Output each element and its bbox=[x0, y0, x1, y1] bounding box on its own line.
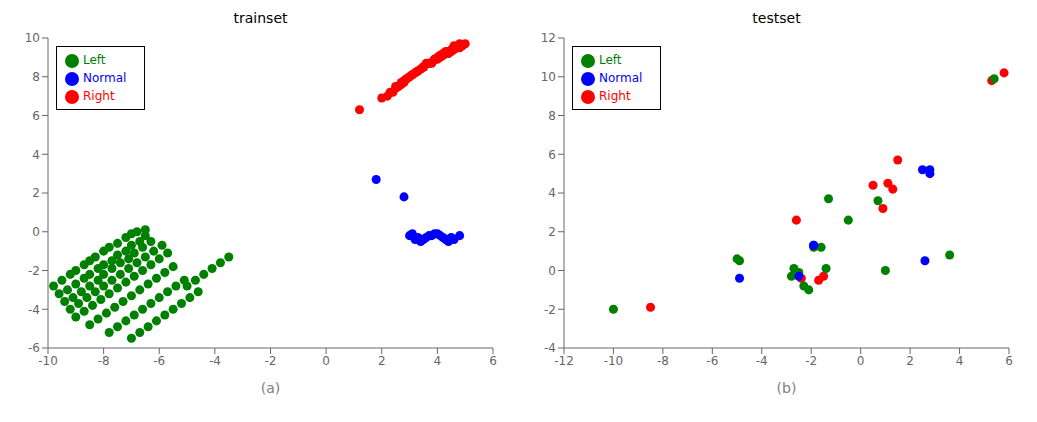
html-text:Left: Left bbox=[83, 53, 106, 67]
svg-text:-4: -4 bbox=[544, 341, 556, 355]
svg-text:-2: -2 bbox=[265, 354, 277, 368]
svg-text:4: 4 bbox=[434, 354, 442, 368]
html-text:Right: Right bbox=[83, 89, 115, 103]
svg-text:12: 12 bbox=[541, 31, 556, 45]
svg-text:4: 4 bbox=[32, 148, 40, 162]
svg-text:-8: -8 bbox=[657, 354, 669, 368]
svg-text:4: 4 bbox=[956, 354, 964, 368]
svg-text:-2: -2 bbox=[544, 303, 556, 317]
html-text:Normal: Normal bbox=[599, 71, 643, 85]
svg-text:6: 6 bbox=[548, 148, 556, 162]
svg-text:-6: -6 bbox=[28, 341, 40, 355]
svg-text:2: 2 bbox=[548, 225, 556, 239]
svg-text:4: 4 bbox=[548, 186, 556, 200]
svg-text:2: 2 bbox=[32, 186, 40, 200]
svg-text:8: 8 bbox=[32, 70, 40, 84]
svg-text:10: 10 bbox=[25, 31, 40, 45]
svg-text:0: 0 bbox=[322, 354, 330, 368]
html-text:Left: Left bbox=[599, 53, 622, 67]
svg-text:2: 2 bbox=[378, 354, 386, 368]
svg-text:-4: -4 bbox=[28, 303, 40, 317]
svg-text:-2: -2 bbox=[28, 264, 40, 278]
svg-text:-12: -12 bbox=[554, 354, 574, 368]
html-text:Normal: Normal bbox=[83, 71, 127, 85]
html-text:trainset: trainset bbox=[233, 10, 288, 26]
html-text:Right: Right bbox=[599, 89, 631, 103]
svg-text:0: 0 bbox=[32, 225, 40, 239]
html-text:testset: testset bbox=[752, 10, 801, 26]
svg-text:-10: -10 bbox=[604, 354, 624, 368]
svg-text:-8: -8 bbox=[98, 354, 110, 368]
svg-text:10: 10 bbox=[541, 70, 556, 84]
svg-text:-2: -2 bbox=[805, 354, 817, 368]
svg-text:6: 6 bbox=[32, 109, 40, 123]
svg-text:(b): (b) bbox=[777, 380, 797, 396]
svg-text:-4: -4 bbox=[756, 354, 768, 368]
svg-text:-10: -10 bbox=[38, 354, 58, 368]
svg-text:-6: -6 bbox=[706, 354, 718, 368]
svg-text:-4: -4 bbox=[209, 354, 221, 368]
svg-text:0: 0 bbox=[548, 264, 556, 278]
svg-text:(a): (a) bbox=[261, 380, 281, 396]
svg-text:6: 6 bbox=[1005, 354, 1013, 368]
svg-text:6: 6 bbox=[489, 354, 497, 368]
svg-text:2: 2 bbox=[906, 354, 914, 368]
svg-text:-6: -6 bbox=[153, 354, 165, 368]
svg-text:8: 8 bbox=[548, 109, 556, 123]
svg-text:0: 0 bbox=[857, 354, 865, 368]
